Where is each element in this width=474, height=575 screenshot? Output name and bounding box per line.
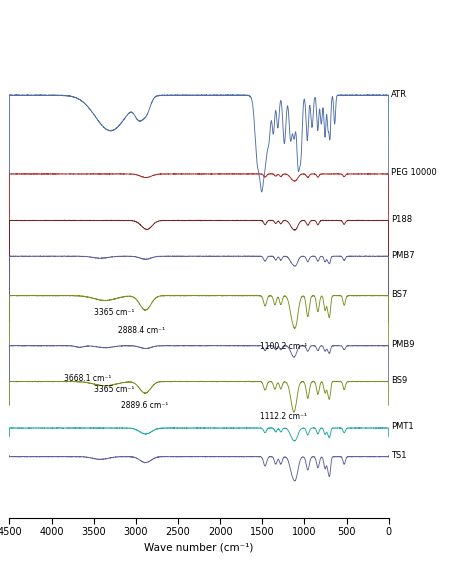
Text: BS9: BS9: [391, 376, 408, 385]
Text: 2889.6 cm⁻¹: 2889.6 cm⁻¹: [121, 401, 168, 410]
Text: TS1: TS1: [391, 451, 407, 460]
Text: BS7: BS7: [391, 290, 408, 299]
Text: 3365 cm⁻¹: 3365 cm⁻¹: [94, 308, 134, 317]
Text: PMT1: PMT1: [391, 423, 414, 431]
X-axis label: Wave number (cm⁻¹): Wave number (cm⁻¹): [145, 543, 254, 553]
Text: P188: P188: [391, 215, 412, 224]
Text: PEG 10000: PEG 10000: [391, 168, 437, 177]
Text: PMB9: PMB9: [391, 340, 415, 349]
Text: 2888.4 cm⁻¹: 2888.4 cm⁻¹: [118, 326, 165, 335]
Text: 1112.2 cm⁻¹: 1112.2 cm⁻¹: [260, 412, 307, 421]
Text: 1100.2 cm⁻¹: 1100.2 cm⁻¹: [260, 342, 307, 351]
Text: 3668.1 cm⁻¹: 3668.1 cm⁻¹: [64, 374, 111, 384]
Text: PMB7: PMB7: [391, 251, 415, 260]
Text: ATR: ATR: [391, 90, 407, 99]
Text: 3365 cm⁻¹: 3365 cm⁻¹: [94, 385, 134, 394]
